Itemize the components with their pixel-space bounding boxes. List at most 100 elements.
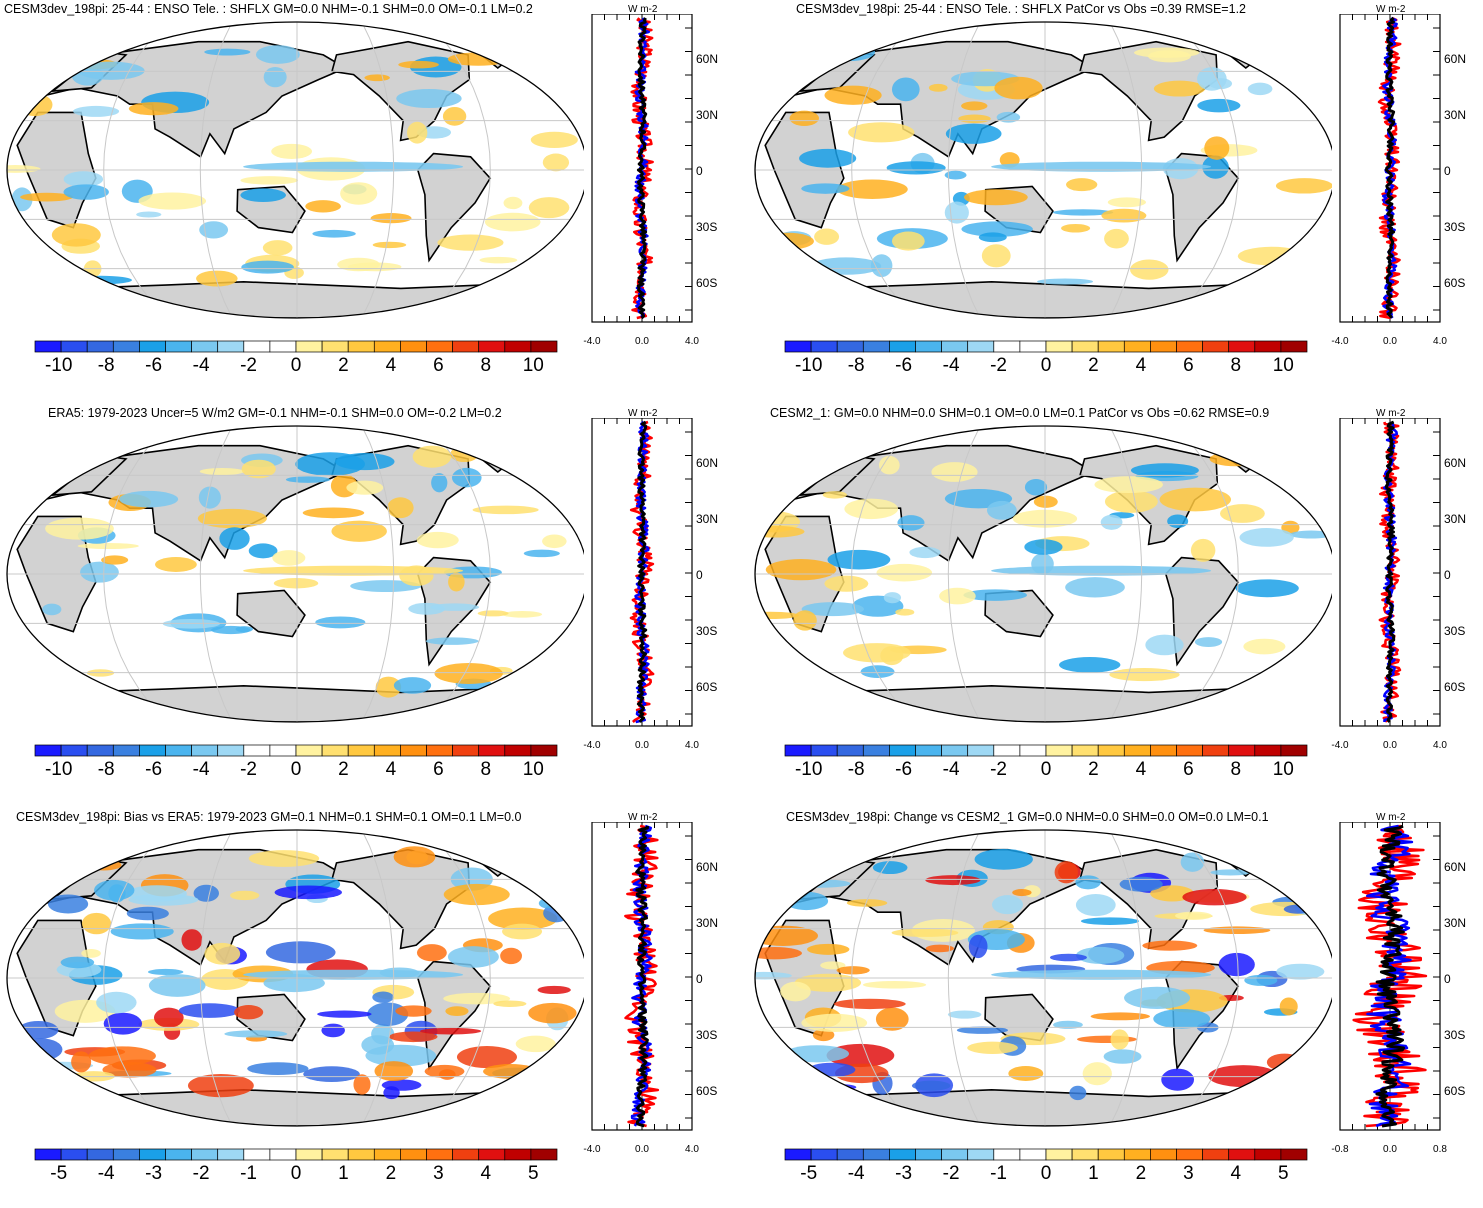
colorbar-tick-label: 2: [1135, 1163, 1147, 1184]
colorbar-tick-label: -1: [990, 1163, 1007, 1184]
colorbar-tick-label: 2: [1088, 759, 1099, 780]
map-panel: CESM2_1: GM=0.0 NHM=0.0 SHM=0.1 OM=0.0 L…: [748, 404, 1483, 804]
profile-lat-tick: 60N: [1444, 860, 1467, 874]
colorbar-tick-label: -2: [990, 759, 1007, 780]
colorbar-tick-label: -4: [847, 1163, 865, 1184]
colorbar-tick-label: -10: [44, 355, 73, 376]
colorbar-tick-label: 10: [522, 355, 544, 376]
map-panel: CESM3dev_198pi: Bias vs ERA5: 1979-2023 …: [0, 808, 740, 1208]
colorbar-tick-label: 4: [385, 759, 397, 780]
colorbar-tick-label: 5: [527, 1163, 539, 1184]
profile-lat-tick: 30S: [1444, 1028, 1466, 1042]
profile-x-tick: -4.0: [1331, 336, 1349, 347]
world-map: [754, 425, 1332, 723]
land-samerica: [1164, 556, 1240, 667]
panel-title: CESM3dev_198pi: Bias vs ERA5: 1979-2023 …: [16, 810, 522, 824]
colorbar-tick-label: -10: [44, 759, 73, 780]
profile-lat-tick: 30S: [1444, 220, 1466, 234]
panel-title: CESM3dev_198pi: Change vs CESM2_1 GM=0.0…: [786, 810, 1269, 824]
profile-x-tick: 4.0: [685, 1144, 699, 1155]
profile-lat-tick: 0: [1444, 164, 1451, 178]
colorbar-tick-label: -6: [895, 355, 913, 376]
colorbar-tick-label: -5: [800, 1163, 818, 1184]
colorbar-tick-label: 2: [338, 759, 349, 780]
colorbar: [784, 340, 1308, 353]
profile-lat-tick: 60N: [696, 456, 719, 470]
profile-x-tick: 0.0: [1383, 1144, 1397, 1155]
colorbar: [34, 1148, 558, 1161]
world-map: [6, 21, 584, 319]
profile-lat-tick: 60S: [1444, 680, 1466, 694]
colorbar-tick-label: -3: [145, 1163, 163, 1184]
zonal-mean-profile: [591, 418, 693, 727]
colorbar-tick-label: 5: [1277, 1163, 1289, 1184]
profile-lat-tick: 60S: [696, 276, 718, 290]
colorbar-tick-label: 6: [1183, 759, 1194, 780]
profile-x-tick: 0.0: [635, 740, 649, 751]
profile-lat-tick: 30S: [696, 624, 718, 638]
profile-lat-tick: 60N: [696, 52, 719, 66]
profile-lat-tick: 0: [696, 972, 703, 986]
profile-x-tick: 0.8: [1433, 1144, 1447, 1155]
colorbar-tick-label: 0: [290, 355, 302, 376]
colorbar-tick-label: -2: [192, 1163, 210, 1184]
colorbar-tick-label: -2: [240, 355, 257, 376]
colorbar: [784, 744, 1308, 757]
world-map: [6, 829, 584, 1127]
colorbar-tick-label: 8: [1230, 355, 1242, 376]
colorbar-tick-label: -8: [847, 759, 865, 780]
profile-x-tick: 0.0: [635, 1144, 649, 1155]
world-map: [754, 829, 1332, 1127]
colorbar-tick-label: 0: [1040, 759, 1052, 780]
map-panel: CESM3dev_198pi: 25-44 : ENSO Tele. : SHF…: [748, 0, 1483, 400]
colorbar-tick-label: -2: [990, 355, 1007, 376]
zonal-mean-profile: [1339, 822, 1441, 1131]
profile-unit-label: W m-2: [1376, 812, 1406, 823]
colorbar-tick-label: 10: [522, 759, 544, 780]
profile-lat-tick: 30S: [1444, 624, 1466, 638]
colorbar-tick-label: -1: [240, 1163, 257, 1184]
colorbar-tick-label: 4: [480, 1163, 492, 1184]
colorbar-tick-label: -6: [145, 355, 163, 376]
profile-lat-tick: 60N: [1444, 456, 1467, 470]
profile-x-tick: -0.8: [1331, 1144, 1349, 1155]
colorbar-tick-label: -6: [145, 759, 163, 780]
profile-lat-tick: 30N: [696, 512, 719, 526]
colorbar-tick-label: -2: [942, 1163, 960, 1184]
profile-lat-tick: 30N: [1444, 512, 1467, 526]
profile-lat-tick: 0: [696, 568, 703, 582]
colorbar-tick-label: -8: [97, 759, 115, 780]
colorbar-tick-label: 6: [433, 759, 444, 780]
profile-lat-tick: 60S: [1444, 1084, 1466, 1098]
land-australia: [236, 589, 306, 638]
colorbar-tick-label: -10: [794, 355, 823, 376]
colorbar-tick-label: 6: [433, 355, 444, 376]
profile-x-tick: 0.0: [1383, 740, 1397, 751]
profile-lat-tick: 60S: [1444, 276, 1466, 290]
colorbar: [34, 744, 558, 757]
profile-lat-tick: 0: [696, 164, 703, 178]
colorbar-tick-label: 4: [1135, 759, 1147, 780]
profile-x-tick: -4.0: [583, 336, 601, 347]
profile-lat-tick: 30N: [696, 108, 719, 122]
colorbar: [34, 340, 558, 353]
colorbar-tick-label: 4: [1135, 355, 1147, 376]
panel-title: ERA5: 1979-2023 Uncer=5 W/m2 GM=-0.1 NHM…: [48, 406, 502, 420]
map-panel: CESM3dev_198pi: Change vs CESM2_1 GM=0.0…: [748, 808, 1483, 1208]
profile-x-tick: 4.0: [685, 740, 699, 751]
colorbar-tick-label: -10: [794, 759, 823, 780]
colorbar: [784, 1148, 1308, 1161]
zonal-mean-profile: [1339, 418, 1441, 727]
panel-title: CESM2_1: GM=0.0 NHM=0.0 SHM=0.1 OM=0.0 L…: [770, 406, 1270, 420]
colorbar-tick-label: 10: [1272, 355, 1294, 376]
colorbar-tick-label: -4: [192, 759, 210, 780]
colorbar-tick-label: 0: [290, 1163, 302, 1184]
colorbar-tick-label: 0: [1040, 1163, 1052, 1184]
colorbar-tick-label: -4: [942, 355, 960, 376]
profile-lat-tick: 60N: [696, 860, 719, 874]
map-panel: ERA5: 1979-2023 Uncer=5 W/m2 GM=-0.1 NHM…: [0, 404, 740, 804]
profile-unit-label: W m-2: [1376, 4, 1406, 15]
map-panel: CESM3dev_198pi: 25-44 : ENSO Tele. : SHF…: [0, 0, 740, 400]
panel-title: CESM3dev_198pi: 25-44 : ENSO Tele. : SHF…: [4, 2, 533, 16]
profile-unit-label: W m-2: [628, 4, 658, 15]
